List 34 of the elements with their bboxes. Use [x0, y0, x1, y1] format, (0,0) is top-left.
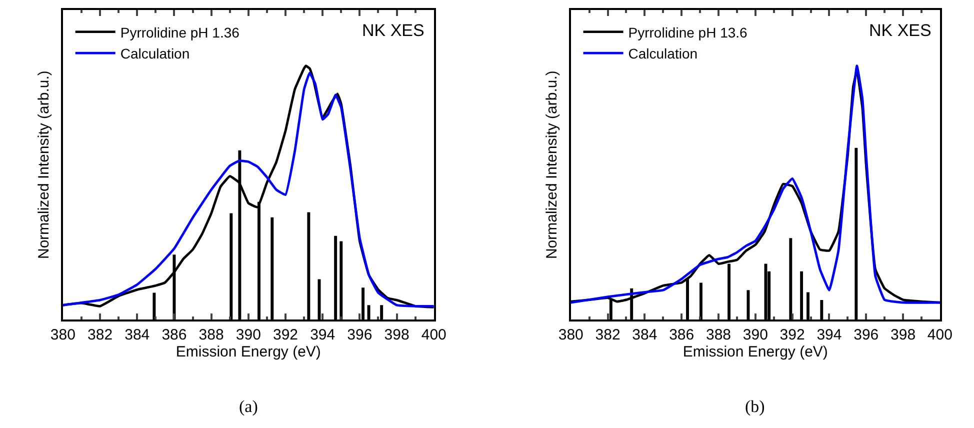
x-tick-label: 394 [310, 326, 336, 344]
x-tick-label: 386 [162, 326, 187, 344]
legend-label: Calculation [120, 46, 190, 62]
x-tick-label: 388 [198, 326, 224, 344]
y-axis-title: Normalized Intensity (arb.u.) [36, 70, 53, 260]
x-tick-label: 380 [558, 326, 584, 344]
legend-label: Calculation [628, 46, 698, 62]
text: (b) [745, 397, 765, 416]
x-tick-label: 380 [50, 326, 76, 344]
x-tick-label: 396 [854, 326, 879, 344]
x-tick-label: 396 [347, 326, 372, 344]
x-tick-label: 390 [742, 326, 768, 344]
y-axis-title: Normalized Intensity (arb.u.) [544, 70, 561, 260]
x-tick-label: 398 [890, 326, 916, 344]
text: NK XES [362, 21, 424, 40]
x-tick-label: 400 [927, 326, 952, 344]
x-tick-label: 382 [88, 326, 113, 344]
legend-label: Pyrrolidine pH 13.6 [628, 24, 748, 40]
x-axis-title: Emission Energy (eV) [176, 344, 321, 361]
x-tick-label: 394 [816, 326, 842, 344]
x-tick-label: 388 [706, 326, 732, 344]
x-tick-label: 384 [124, 326, 150, 344]
x-tick-label: 384 [632, 326, 658, 344]
text: NK XES [869, 21, 932, 40]
x-tick-label: 390 [236, 326, 261, 344]
x-tick-label: 386 [669, 326, 694, 344]
x-tick-label: 382 [595, 326, 620, 344]
x-tick-label: 400 [421, 326, 446, 344]
text: (a) [239, 397, 258, 416]
x-tick-label: 392 [780, 326, 805, 344]
legend-label: Pyrrolidine pH 1.36 [120, 24, 240, 40]
x-axis-title: Emission Energy (eV) [682, 344, 828, 361]
x-tick-label: 392 [272, 326, 298, 344]
x-tick-label: 398 [384, 326, 410, 344]
